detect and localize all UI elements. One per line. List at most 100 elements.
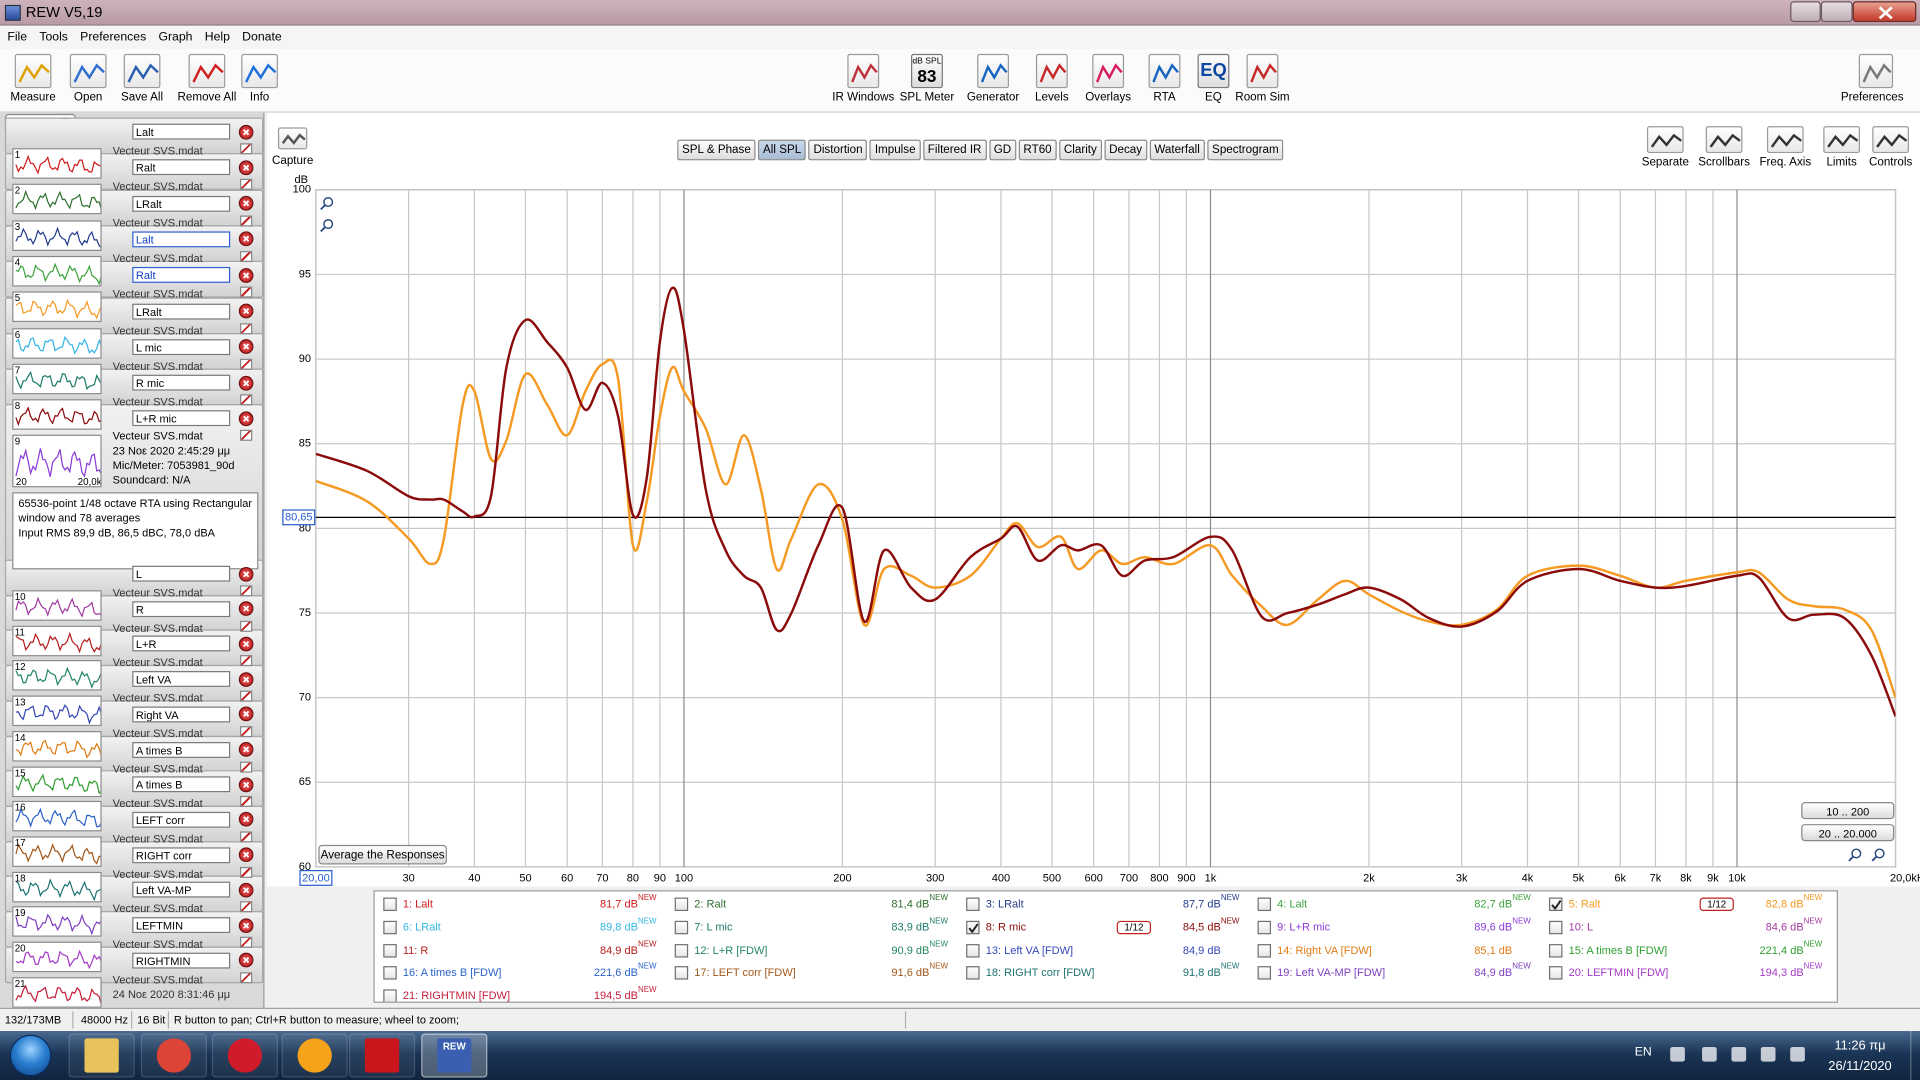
- legend-checkbox[interactable]: [1548, 920, 1563, 935]
- remove-button[interactable]: [238, 917, 254, 933]
- remove-button[interactable]: [238, 952, 254, 968]
- graph-tab[interactable]: Distortion: [808, 138, 868, 160]
- zoom-preset-button[interactable]: 20 .. 20.000: [1801, 824, 1895, 842]
- measurement-thumbnail[interactable]: 3: [12, 219, 102, 251]
- zoom-preset-button[interactable]: 10 .. 200: [1801, 802, 1895, 820]
- menu-item[interactable]: File: [7, 30, 28, 45]
- toolbar-icon[interactable]: [1092, 53, 1125, 89]
- legend-checkbox[interactable]: [383, 897, 397, 912]
- menu-item[interactable]: Preferences: [80, 30, 147, 45]
- remove-button[interactable]: [238, 339, 254, 355]
- remove-button[interactable]: [238, 847, 254, 863]
- legend-checkbox[interactable]: [1257, 943, 1272, 958]
- legend-checkbox[interactable]: [966, 920, 980, 935]
- menu-item[interactable]: Donate: [242, 30, 282, 45]
- measurement-thumbnail[interactable]: 5: [12, 291, 102, 323]
- measurement-thumbnail[interactable]: 18: [12, 871, 102, 902]
- graph-tab[interactable]: Filtered IR: [922, 138, 987, 160]
- measurement-thumbnail[interactable]: 15: [12, 765, 102, 797]
- remove-button[interactable]: [238, 566, 254, 582]
- measurement-thumbnail[interactable]: 1: [12, 148, 102, 179]
- measurement-name[interactable]: L+R: [132, 635, 231, 652]
- measurement-thumbnail[interactable]: 8: [12, 399, 102, 430]
- graph-tab[interactable]: Waterfall: [1149, 138, 1205, 160]
- legend-checkbox[interactable]: [674, 966, 689, 981]
- remove-button[interactable]: [238, 375, 254, 391]
- remove-button[interactable]: [238, 160, 254, 175]
- measurement-name[interactable]: L: [132, 565, 231, 582]
- measurement-thumbnail[interactable]: 14: [12, 730, 102, 762]
- measurement-thumbnail[interactable]: 9 20 20,0k: [12, 435, 102, 488]
- zoom-icon[interactable]: [1851, 848, 1862, 859]
- graph-tab[interactable]: Impulse: [869, 138, 921, 160]
- graph-tab[interactable]: RT60: [1018, 138, 1057, 160]
- eq-icon[interactable]: EQ: [1197, 53, 1230, 89]
- toolbar-icon[interactable]: [241, 53, 278, 89]
- remove-button[interactable]: [238, 601, 254, 617]
- measurement-name[interactable]: Right VA: [132, 706, 231, 723]
- measurement-thumbnail[interactable]: 13: [12, 695, 102, 727]
- remove-button[interactable]: [238, 303, 254, 319]
- remove-button[interactable]: [238, 636, 254, 652]
- maximize-button[interactable]: [1820, 1, 1853, 23]
- toolbar-icon[interactable]: [69, 53, 107, 89]
- measurement-thumbnail[interactable]: 12: [12, 660, 102, 692]
- measurement-name[interactable]: Left VA: [132, 671, 231, 688]
- graph-tool-icon[interactable]: [1646, 126, 1684, 154]
- remove-button[interactable]: [238, 196, 254, 211]
- close-button[interactable]: [1852, 1, 1917, 23]
- legend-checkbox[interactable]: [966, 966, 980, 981]
- graph-tool-icon[interactable]: [1823, 126, 1861, 154]
- measurement-thumbnail[interactable]: 6: [12, 327, 102, 359]
- measurement-thumbnail[interactable]: 10: [12, 590, 102, 621]
- measurement-thumbnail[interactable]: 17: [12, 836, 102, 867]
- measurement-name[interactable]: Ralt: [132, 159, 231, 176]
- legend-checkbox[interactable]: [1548, 943, 1563, 958]
- toolbar-icon[interactable]: [847, 53, 880, 89]
- zoom-icon[interactable]: [323, 219, 334, 230]
- graph-tab[interactable]: Clarity: [1058, 138, 1102, 160]
- remove-button[interactable]: [238, 706, 254, 722]
- measurement-name[interactable]: Left VA-MP: [132, 881, 231, 898]
- measurement-thumbnail[interactable]: 11: [12, 625, 102, 656]
- remove-button[interactable]: [238, 882, 254, 898]
- measurement-name[interactable]: RIGHT corr: [132, 846, 231, 863]
- toolbar-icon[interactable]: [1148, 53, 1181, 89]
- graph-tool-icon[interactable]: [1705, 126, 1743, 154]
- toolbar-icon[interactable]: [1246, 53, 1279, 89]
- show-desktop[interactable]: [1910, 1031, 1920, 1080]
- toolbar-icon[interactable]: [188, 53, 226, 89]
- remove-button[interactable]: [238, 742, 254, 757]
- toolbar-icon[interactable]: [1035, 53, 1068, 89]
- menu-item[interactable]: Graph: [158, 30, 193, 45]
- remove-button[interactable]: [238, 777, 254, 792]
- legend-checkbox[interactable]: [966, 943, 980, 958]
- measurement-thumbnail[interactable]: 4: [12, 255, 102, 287]
- remove-button[interactable]: [238, 267, 254, 283]
- graph-tab[interactable]: Decay: [1104, 138, 1147, 160]
- measurement-thumbnail[interactable]: 19: [12, 906, 102, 938]
- graph-tab[interactable]: All SPL: [758, 138, 807, 160]
- measurement-name[interactable]: L+R mic: [132, 410, 231, 427]
- legend-checkbox[interactable]: [383, 920, 397, 935]
- remove-button[interactable]: [238, 124, 254, 139]
- graph-tab[interactable]: Spectrogram: [1207, 138, 1284, 160]
- measurement-thumbnail[interactable]: 20: [12, 941, 102, 973]
- spl-meter-icon[interactable]: dB SPL 83: [911, 53, 943, 89]
- legend-checkbox[interactable]: [383, 943, 397, 958]
- measurement-name[interactable]: LRalt: [132, 303, 231, 319]
- measurement-name[interactable]: LRalt: [132, 195, 231, 212]
- toolbar-icon[interactable]: [14, 53, 52, 89]
- measurement-name[interactable]: A times B: [132, 741, 231, 758]
- graph-tab[interactable]: GD: [988, 138, 1017, 160]
- measurement-thumbnail[interactable]: 7: [12, 363, 102, 395]
- legend-checkbox[interactable]: [966, 897, 980, 912]
- legend-checkbox[interactable]: [1257, 897, 1272, 912]
- toolbar-icon[interactable]: [123, 53, 161, 89]
- remove-button[interactable]: [238, 812, 254, 828]
- legend-checkbox[interactable]: [383, 989, 397, 1002]
- menu-item[interactable]: Tools: [39, 30, 68, 45]
- legend-checkbox[interactable]: [1257, 920, 1272, 935]
- measurement-name[interactable]: R mic: [132, 374, 231, 391]
- measurement-name[interactable]: Ralt: [132, 267, 231, 284]
